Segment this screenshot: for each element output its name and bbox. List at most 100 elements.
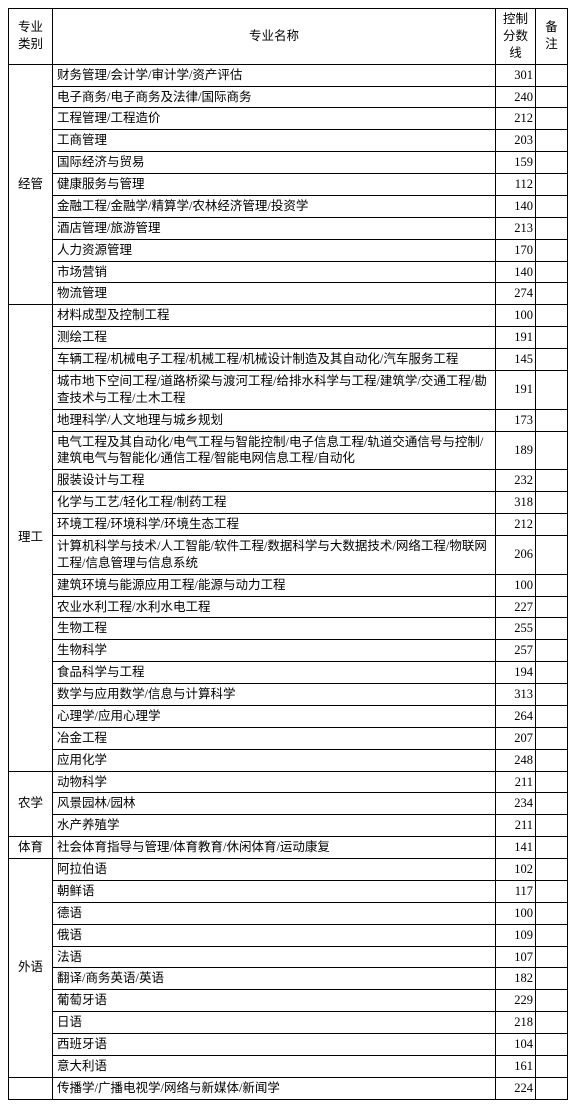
major-name: 动物科学	[53, 771, 496, 793]
major-name: 生物工程	[53, 618, 496, 640]
note-cell	[536, 514, 568, 536]
note-cell	[536, 349, 568, 371]
note-cell	[536, 837, 568, 859]
major-name: 市场营销	[53, 261, 496, 283]
major-name: 城市地下空间工程/道路桥梁与渡河工程/给排水科学与工程/建筑学/交通工程/勘查技…	[53, 370, 496, 409]
note-cell	[536, 1012, 568, 1034]
note-cell	[536, 1055, 568, 1077]
note-cell	[536, 640, 568, 662]
table-row: 测绘工程191	[9, 327, 568, 349]
major-name: 服装设计与工程	[53, 470, 496, 492]
table-row: 翻译/商务英语/英语182	[9, 968, 568, 990]
major-name: 测绘工程	[53, 327, 496, 349]
major-name: 国际经济与贸易	[53, 152, 496, 174]
note-cell	[536, 902, 568, 924]
major-name: 翻译/商务英语/英语	[53, 968, 496, 990]
table-row: 健康服务与管理112	[9, 174, 568, 196]
note-cell	[536, 195, 568, 217]
score-cell: 301	[496, 64, 536, 86]
major-name: 健康服务与管理	[53, 174, 496, 196]
table-row: 俄语109	[9, 924, 568, 946]
note-cell	[536, 152, 568, 174]
table-row: 体育社会体育指导与管理/体育教育/休闲体育/运动康复141	[9, 837, 568, 859]
note-cell	[536, 431, 568, 470]
table-row: 传播学/广播电视学/网络与新媒体/新闻学224	[9, 1077, 568, 1099]
note-cell	[536, 86, 568, 108]
major-name: 环境工程/环境科学/环境生态工程	[53, 514, 496, 536]
table-row: 朝鲜语117	[9, 880, 568, 902]
table-row: 金融工程/金融学/精算学/农林经济管理/投资学140	[9, 195, 568, 217]
table-row: 外语阿拉伯语102	[9, 859, 568, 881]
major-name: 风景园林/园林	[53, 793, 496, 815]
score-cell: 213	[496, 217, 536, 239]
category-cell	[9, 1077, 53, 1099]
note-cell	[536, 705, 568, 727]
table-row: 数学与应用数学/信息与计算科学313	[9, 684, 568, 706]
major-name: 葡萄牙语	[53, 990, 496, 1012]
category-cell: 外语	[9, 859, 53, 1078]
score-cell: 170	[496, 239, 536, 261]
header-name: 专业名称	[53, 9, 496, 65]
major-name: 财务管理/会计学/审计学/资产评估	[53, 64, 496, 86]
table-row: 德语100	[9, 902, 568, 924]
major-name: 农业水利工程/水利水电工程	[53, 596, 496, 618]
major-name: 数学与应用数学/信息与计算科学	[53, 684, 496, 706]
score-cell: 318	[496, 492, 536, 514]
note-cell	[536, 596, 568, 618]
table-row: 生物工程255	[9, 618, 568, 640]
table-row: 车辆工程/机械电子工程/机械工程/机械设计制造及其自动化/汽车服务工程145	[9, 349, 568, 371]
score-cell: 194	[496, 662, 536, 684]
note-cell	[536, 684, 568, 706]
note-cell	[536, 283, 568, 305]
score-cell: 218	[496, 1012, 536, 1034]
score-cell: 232	[496, 470, 536, 492]
table-row: 意大利语161	[9, 1055, 568, 1077]
major-name: 工程管理/工程造价	[53, 108, 496, 130]
major-name: 水产养殖学	[53, 815, 496, 837]
score-cell: 191	[496, 327, 536, 349]
major-name: 酒店管理/旅游管理	[53, 217, 496, 239]
score-cell: 227	[496, 596, 536, 618]
major-name: 物流管理	[53, 283, 496, 305]
score-cell: 212	[496, 108, 536, 130]
score-cell: 141	[496, 837, 536, 859]
table-row: 理工材料成型及控制工程100	[9, 305, 568, 327]
major-name: 生物科学	[53, 640, 496, 662]
major-name: 人力资源管理	[53, 239, 496, 261]
table-row: 心理学/应用心理学264	[9, 705, 568, 727]
header-note: 备注	[536, 9, 568, 65]
header-category: 专业类别	[9, 9, 53, 65]
score-cell: 234	[496, 793, 536, 815]
table-row: 西班牙语104	[9, 1034, 568, 1056]
table-row: 水产养殖学211	[9, 815, 568, 837]
major-name: 食品科学与工程	[53, 662, 496, 684]
major-name: 计算机科学与技术/人工智能/软件工程/数据科学与大数据技术/网络工程/物联网工程…	[53, 535, 496, 574]
table-row: 地理科学/人文地理与城乡规划173	[9, 409, 568, 431]
major-name: 材料成型及控制工程	[53, 305, 496, 327]
category-cell: 农学	[9, 771, 53, 837]
table-row: 工程管理/工程造价212	[9, 108, 568, 130]
table-row: 城市地下空间工程/道路桥梁与渡河工程/给排水科学与工程/建筑学/交通工程/勘查技…	[9, 370, 568, 409]
table-row: 法语107	[9, 946, 568, 968]
note-cell	[536, 1077, 568, 1099]
note-cell	[536, 749, 568, 771]
score-cell: 257	[496, 640, 536, 662]
score-cell: 145	[496, 349, 536, 371]
table-row: 酒店管理/旅游管理213	[9, 217, 568, 239]
major-name: 阿拉伯语	[53, 859, 496, 881]
note-cell	[536, 130, 568, 152]
major-name: 建筑环境与能源应用工程/能源与动力工程	[53, 574, 496, 596]
score-cell: 100	[496, 574, 536, 596]
score-cell: 264	[496, 705, 536, 727]
score-cell: 100	[496, 305, 536, 327]
note-cell	[536, 859, 568, 881]
major-name: 西班牙语	[53, 1034, 496, 1056]
score-cell: 109	[496, 924, 536, 946]
major-name: 电子商务/电子商务及法律/国际商务	[53, 86, 496, 108]
major-name: 电气工程及其自动化/电气工程与智能控制/电子信息工程/轨道交通信号与控制/建筑电…	[53, 431, 496, 470]
score-cell: 224	[496, 1077, 536, 1099]
score-cell: 211	[496, 815, 536, 837]
note-cell	[536, 727, 568, 749]
note-cell	[536, 1034, 568, 1056]
score-cell: 207	[496, 727, 536, 749]
